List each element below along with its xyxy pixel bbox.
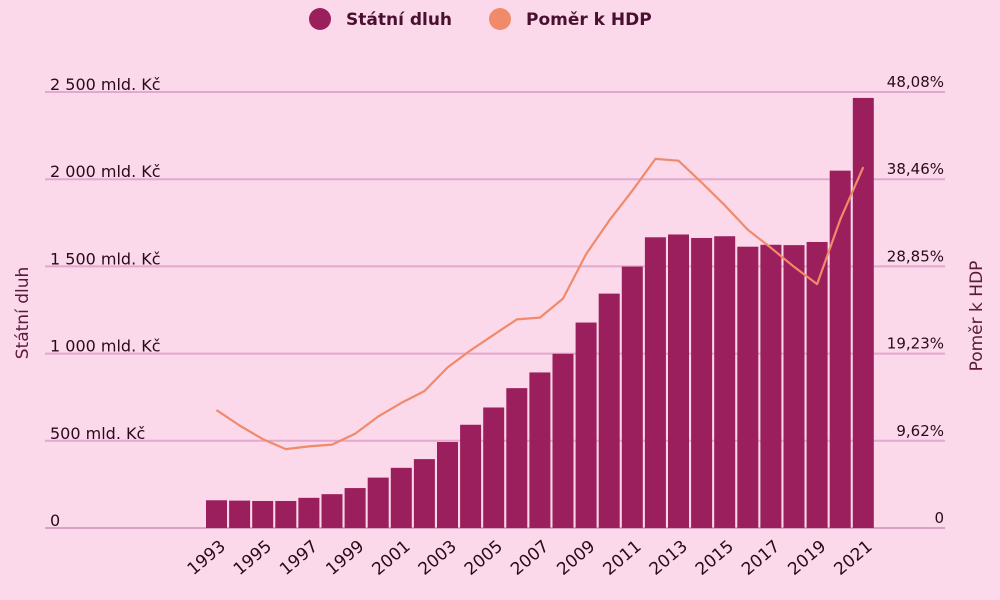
x-tick-label: 2021 <box>831 537 877 580</box>
bar-2015 <box>714 236 736 528</box>
bar-2019 <box>806 241 828 528</box>
legend-marker-debt <box>309 8 331 30</box>
bar-2005 <box>483 407 505 528</box>
bar-2002 <box>413 459 435 528</box>
bar-2006 <box>506 388 528 528</box>
x-tick-label: 1993 <box>184 537 230 580</box>
x-tick-label: 2003 <box>415 537 461 580</box>
y2-tick-label: 48,08% <box>887 73 944 91</box>
bar-1997 <box>298 497 320 528</box>
bar-2007 <box>529 372 551 528</box>
bar-2020 <box>829 170 851 528</box>
x-tick-label: 2011 <box>600 537 646 580</box>
bar-2000 <box>367 477 389 528</box>
legend-label-ratio: Poměr k HDP <box>526 10 652 30</box>
x-tick-label: 1999 <box>322 537 368 580</box>
bar-1998 <box>321 494 343 528</box>
bar-2001 <box>390 467 412 528</box>
x-tick-label: 1997 <box>276 537 322 580</box>
ratio-line <box>215 157 865 451</box>
y2-tick-label: 0 <box>934 509 944 527</box>
left-axis-ticks: 0 500 mld. Kč 1 000 mld. Kč 1 500 mld. Kč 2 … <box>50 75 161 530</box>
y2-tick-label: 28,85% <box>887 247 944 265</box>
y-tick-label: 1 000 mld. Kč <box>50 337 161 356</box>
y-tick-label: 500 mld. Kč <box>50 424 145 443</box>
debt-bars <box>206 97 874 529</box>
y2-axis-label: Poměr k HDP <box>967 261 987 372</box>
bar-2018 <box>783 245 805 528</box>
bar-2016 <box>737 246 759 528</box>
y-axis-label: Státní dluh <box>13 267 33 360</box>
x-tick-label: 2005 <box>461 537 507 580</box>
right-axis-ticks: 0 9,62% 19,23% 28,85% 38,46% 48,08% <box>887 73 944 527</box>
legend-marker-ratio <box>489 8 511 30</box>
bar-2009 <box>575 322 597 528</box>
bar-1999 <box>344 488 366 528</box>
bar-1996 <box>275 500 297 528</box>
bar-2021 <box>852 97 874 529</box>
bar-2017 <box>760 244 782 528</box>
y-tick-label: 1 500 mld. Kč <box>50 249 161 268</box>
y2-tick-label: 38,46% <box>887 160 944 178</box>
bar-2011 <box>621 266 643 528</box>
bar-1994 <box>229 500 251 528</box>
y-tick-label: 2 500 mld. Kč <box>50 75 161 94</box>
legend-label-debt: Státní dluh <box>346 10 452 30</box>
bar-2008 <box>552 353 574 528</box>
x-tick-label: 2013 <box>646 537 692 580</box>
x-tick-label: 2009 <box>553 537 599 580</box>
bar-1993 <box>206 500 227 528</box>
bar-2012 <box>644 237 666 528</box>
x-axis-ticks: 1993 1995 1997 1999 2001 2003 2005 2007 2009 2011… <box>184 537 877 580</box>
x-tick-label: 2015 <box>692 537 738 580</box>
x-tick-label: 2001 <box>369 537 415 580</box>
y-tick-label: 0 <box>50 511 60 530</box>
bar-2004 <box>460 424 482 528</box>
bar-2014 <box>691 237 713 529</box>
y2-tick-label: 19,23% <box>887 335 944 353</box>
x-tick-label: 2007 <box>507 537 553 580</box>
x-tick-label: 2017 <box>738 537 784 580</box>
bar-2013 <box>668 234 689 528</box>
y2-tick-label: 9,62% <box>896 422 944 440</box>
x-tick-label: 1995 <box>230 537 276 580</box>
bar-1995 <box>252 500 274 528</box>
x-tick-label: 2019 <box>784 537 830 580</box>
bar-2003 <box>437 442 458 528</box>
bar-2010 <box>598 293 620 528</box>
y-tick-label: 2 000 mld. Kč <box>50 162 161 181</box>
legend: Státní dluh Poměr k HDP <box>309 8 652 30</box>
